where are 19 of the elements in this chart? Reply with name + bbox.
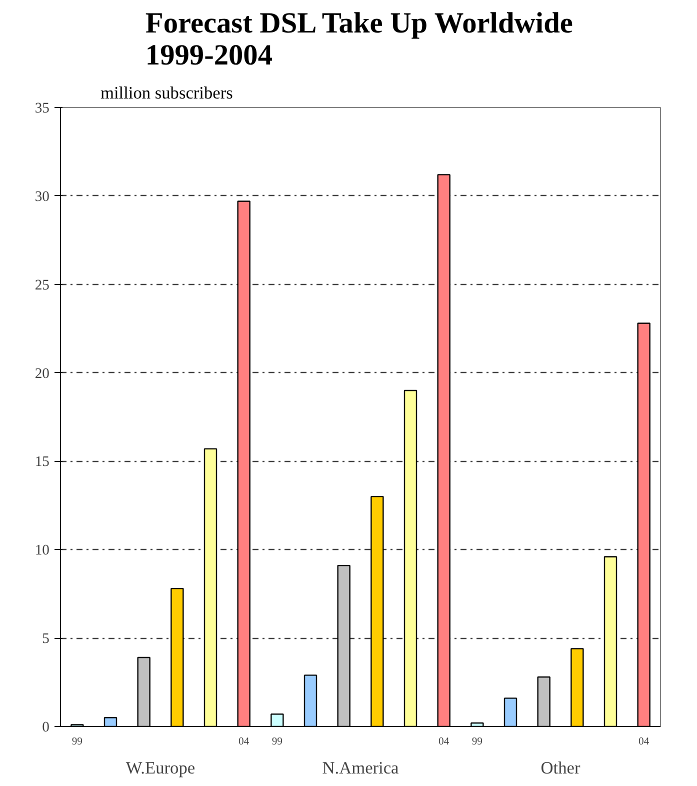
y-tick-label: 15 — [34, 454, 50, 470]
series-label: 04 — [238, 736, 250, 748]
text: 99 — [472, 736, 482, 748]
x-tick-label: N.America — [322, 758, 400, 778]
series-label: 99 — [72, 736, 82, 748]
y-tick-label: 35 — [34, 100, 50, 116]
y-axis-title: million subscribers — [100, 84, 234, 102]
text: 04 — [638, 736, 650, 748]
y-tick-label: 30 — [34, 188, 50, 205]
x-tick-label: W.Europe — [126, 758, 196, 778]
y-tick-label: 5 — [42, 631, 50, 648]
y-tick-label: 25 — [34, 277, 50, 294]
x-tick-label: Other — [540, 758, 580, 778]
y-tick-label: 20 — [34, 366, 50, 382]
y-tick-label: 10 — [34, 542, 50, 559]
chart-title: Forecast DSL Take Up Worldwide 1999-2004 — [145, 8, 573, 72]
text: 04 — [438, 736, 450, 748]
text: 99 — [272, 736, 282, 748]
y-tick-label: 0 — [42, 720, 50, 736]
